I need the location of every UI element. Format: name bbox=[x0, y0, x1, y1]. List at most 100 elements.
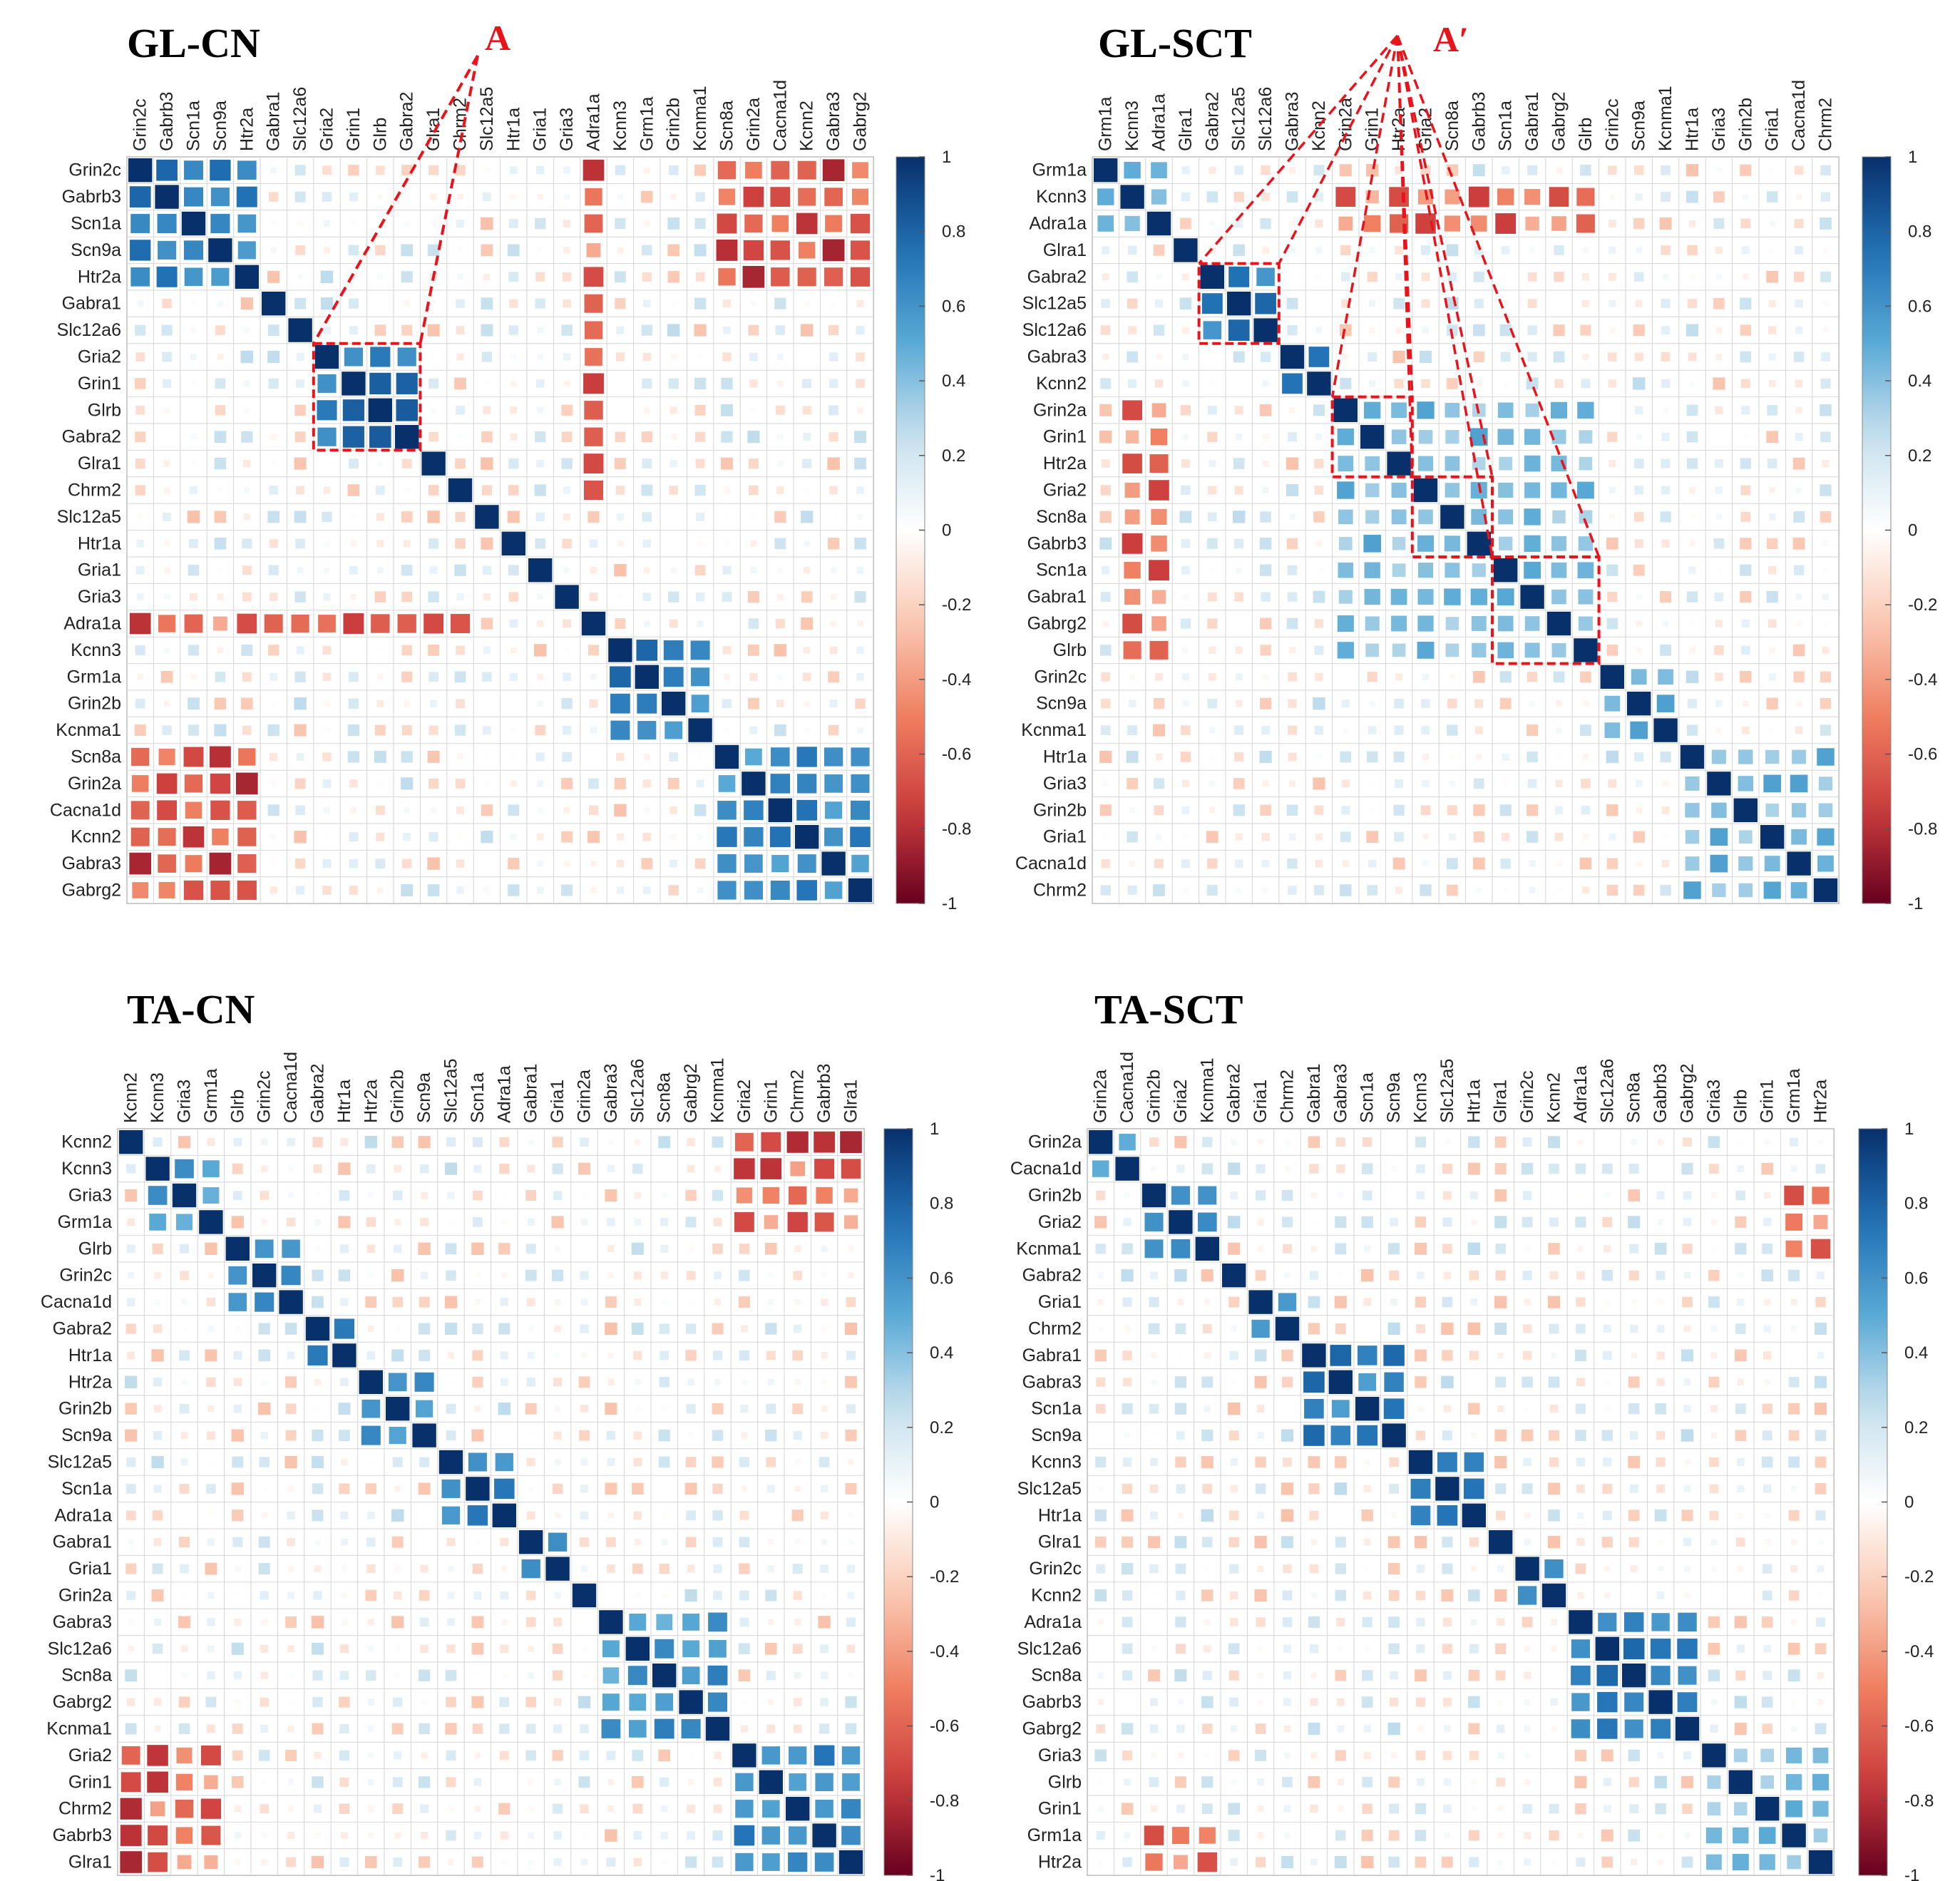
heatmap-cell bbox=[1234, 538, 1244, 548]
heatmap-cell bbox=[1391, 1166, 1397, 1172]
heatmap-cell bbox=[857, 620, 863, 627]
heatmap-cell bbox=[152, 1510, 163, 1521]
heatmap-cell bbox=[1496, 1777, 1506, 1787]
heatmap-cell bbox=[1608, 460, 1616, 468]
heatmap-cell bbox=[267, 511, 280, 523]
heatmap-cell bbox=[287, 1832, 295, 1840]
heatmap-cell bbox=[1606, 750, 1619, 764]
heatmap-cell bbox=[761, 1132, 781, 1152]
heatmap-cell bbox=[242, 592, 252, 602]
heatmap-cell bbox=[537, 860, 543, 867]
heatmap-cell bbox=[285, 1616, 297, 1628]
heatmap-cell bbox=[1689, 274, 1695, 280]
heatmap-cell bbox=[190, 300, 197, 307]
heatmap-cell bbox=[1555, 779, 1563, 788]
heatmap-cell bbox=[235, 1699, 241, 1706]
heatmap-cell bbox=[661, 1166, 667, 1172]
heatmap-cell bbox=[1122, 1643, 1133, 1654]
heatmap-cell bbox=[1578, 616, 1593, 631]
heatmap-cell bbox=[1715, 620, 1723, 627]
heatmap-cell bbox=[1761, 1269, 1773, 1281]
heatmap-cell bbox=[1255, 1723, 1266, 1734]
heatmap-cell bbox=[1733, 1827, 1749, 1844]
heatmap-cell bbox=[472, 1323, 483, 1335]
heatmap-cell bbox=[1446, 244, 1459, 257]
heatmap-cell bbox=[288, 318, 312, 342]
heatmap-cell bbox=[1387, 451, 1411, 476]
heatmap-cell bbox=[130, 240, 151, 261]
heatmap-cell bbox=[527, 1218, 535, 1226]
heatmap-cell bbox=[563, 299, 571, 308]
heatmap-cell bbox=[1182, 647, 1189, 653]
heatmap-cell bbox=[536, 833, 544, 841]
heatmap-cell bbox=[1343, 354, 1349, 360]
heatmap-cell bbox=[375, 486, 385, 495]
heatmap-cell bbox=[1656, 1431, 1666, 1440]
heatmap-cell bbox=[267, 324, 279, 336]
heatmap-cell bbox=[1444, 215, 1461, 232]
heatmap-cell bbox=[1364, 1459, 1370, 1465]
heatmap-cell bbox=[1229, 1697, 1239, 1707]
heatmap-cell bbox=[776, 593, 784, 600]
heatmap-cell bbox=[185, 855, 202, 873]
heatmap-cell bbox=[1443, 1804, 1452, 1813]
column-label: Scn9a bbox=[1384, 1072, 1404, 1123]
heatmap-cell bbox=[1095, 1456, 1107, 1468]
heatmap-cell bbox=[1127, 298, 1138, 309]
heatmap-cell bbox=[1817, 748, 1835, 766]
heatmap-cell bbox=[697, 887, 704, 893]
heatmap-cell bbox=[153, 1698, 162, 1706]
heatmap-cell bbox=[153, 1618, 162, 1626]
column-label: Glrb bbox=[227, 1090, 247, 1123]
heatmap-cell bbox=[750, 513, 756, 520]
heatmap-cell bbox=[1229, 1591, 1238, 1600]
row-label: Scn9a bbox=[1031, 1425, 1082, 1445]
heatmap-cell bbox=[446, 1696, 456, 1708]
heatmap-cell bbox=[750, 567, 757, 574]
heatmap-cell bbox=[588, 831, 600, 844]
heatmap-cell bbox=[1817, 855, 1834, 872]
heatmap-cell bbox=[659, 1563, 669, 1574]
heatmap-cell bbox=[1234, 859, 1243, 868]
heatmap-cell bbox=[207, 1138, 215, 1147]
colorbar-tick-label: -1 bbox=[1904, 1866, 1919, 1881]
heatmap-cell bbox=[1124, 1778, 1132, 1786]
row-label: Chrm2 bbox=[1028, 1319, 1082, 1339]
heatmap-cell bbox=[1101, 859, 1110, 868]
heatmap-cell bbox=[528, 1805, 534, 1812]
heatmap-cell bbox=[288, 1192, 294, 1199]
heatmap-cell bbox=[1604, 1192, 1611, 1199]
heatmap-cell bbox=[1315, 859, 1323, 868]
column-label: Gabrb3 bbox=[1651, 1064, 1671, 1123]
heatmap-cell bbox=[242, 538, 252, 549]
heatmap-cell bbox=[235, 772, 258, 795]
heatmap-cell bbox=[1287, 858, 1298, 869]
heatmap-cell bbox=[322, 752, 332, 762]
heatmap-cell bbox=[1788, 1590, 1800, 1601]
heatmap-cell bbox=[441, 1479, 461, 1498]
heatmap-cell bbox=[1144, 1825, 1164, 1845]
heatmap-cell bbox=[1769, 167, 1775, 173]
heatmap-cell bbox=[1576, 1457, 1585, 1467]
heatmap-cell bbox=[1635, 193, 1643, 201]
column-label: Grm1a bbox=[1784, 1069, 1804, 1124]
heatmap-cell bbox=[466, 1477, 490, 1501]
heatmap-cell bbox=[1410, 1505, 1431, 1526]
heatmap-cell bbox=[1122, 1751, 1132, 1760]
heatmap-cell bbox=[162, 352, 172, 362]
heatmap-cell bbox=[214, 431, 227, 444]
heatmap-cell bbox=[206, 1484, 216, 1494]
heatmap-cell bbox=[1357, 1346, 1377, 1365]
row-label: Grm1a bbox=[1027, 1825, 1082, 1845]
heatmap-cell bbox=[1283, 1564, 1292, 1574]
row-label: Htr1a bbox=[68, 1346, 112, 1365]
heatmap-cell bbox=[235, 265, 259, 289]
heatmap-cell bbox=[1336, 1698, 1345, 1706]
heatmap-cell bbox=[1822, 247, 1829, 253]
heatmap-cell bbox=[508, 485, 519, 496]
heatmap-cell bbox=[688, 1246, 694, 1252]
heatmap-cell bbox=[1120, 185, 1144, 209]
heatmap-cell bbox=[1303, 1425, 1325, 1446]
heatmap-cell bbox=[1390, 1671, 1398, 1680]
heatmap-cell bbox=[1474, 245, 1484, 255]
